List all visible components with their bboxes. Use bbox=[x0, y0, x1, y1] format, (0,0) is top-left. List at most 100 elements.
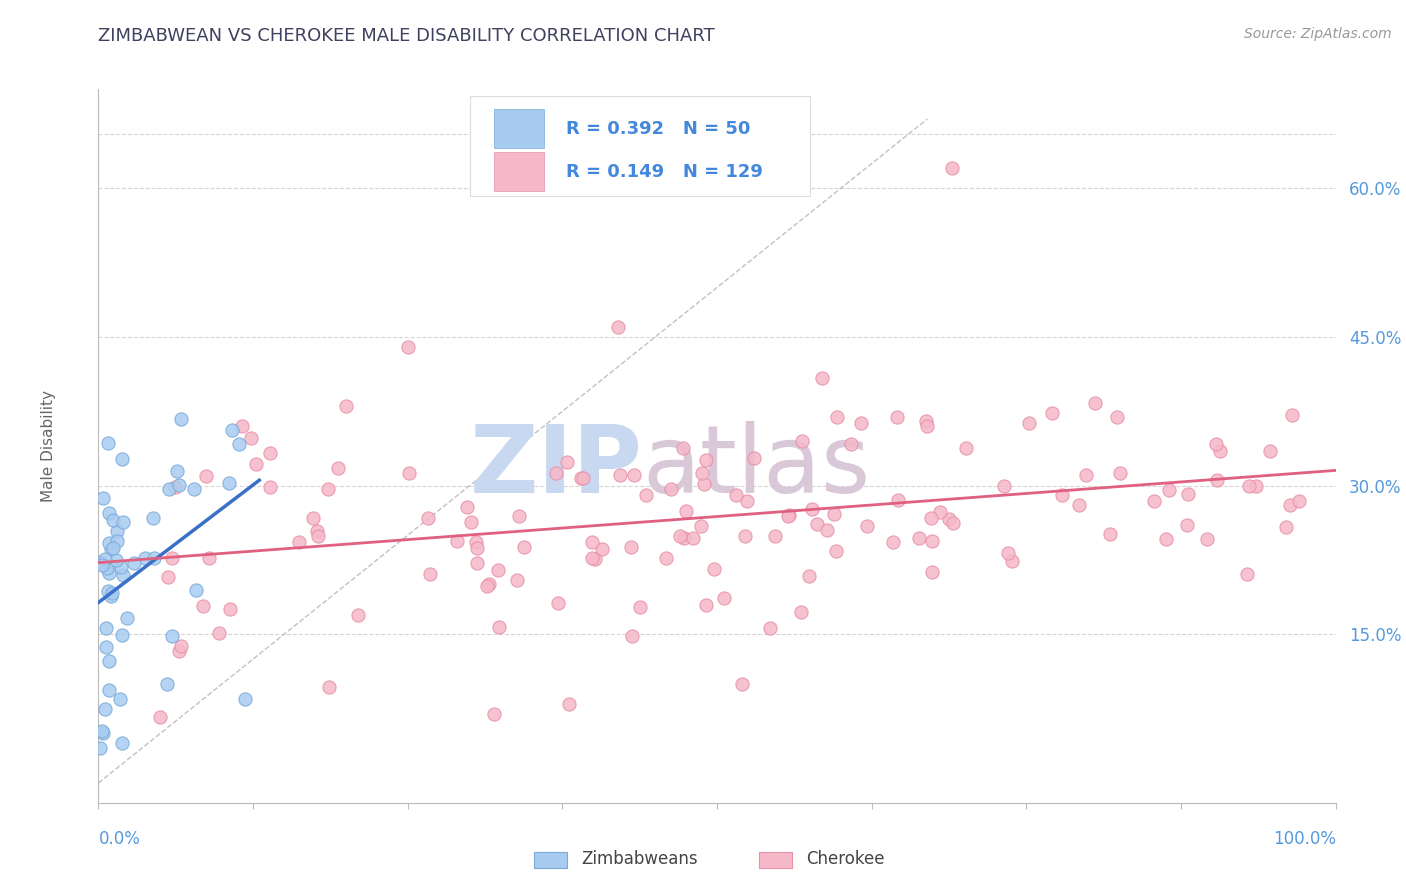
Point bbox=[1042, 406, 1064, 420]
Point bbox=[219, 602, 242, 616]
Point bbox=[169, 639, 191, 653]
Point bbox=[478, 577, 501, 591]
Point bbox=[465, 541, 488, 555]
Point bbox=[112, 568, 135, 582]
Point bbox=[778, 508, 800, 523]
Point bbox=[917, 419, 939, 434]
Point bbox=[513, 540, 536, 554]
Point bbox=[1018, 416, 1040, 430]
Point bbox=[301, 511, 323, 525]
Point bbox=[93, 551, 115, 566]
Text: ZIP: ZIP bbox=[470, 421, 643, 514]
Point bbox=[460, 515, 482, 529]
Point bbox=[703, 561, 725, 575]
Point bbox=[465, 556, 488, 570]
Point bbox=[183, 482, 205, 496]
Point bbox=[1258, 444, 1281, 458]
Point bbox=[96, 561, 118, 575]
Text: Zimbabweans: Zimbabweans bbox=[581, 850, 697, 868]
Point bbox=[993, 479, 1015, 493]
Point bbox=[555, 455, 578, 469]
Point bbox=[1175, 518, 1198, 533]
Point bbox=[221, 423, 243, 437]
Point bbox=[484, 706, 506, 721]
Point bbox=[240, 431, 263, 445]
Point bbox=[156, 677, 179, 691]
Point bbox=[669, 529, 692, 543]
Point bbox=[416, 510, 439, 524]
Point bbox=[456, 500, 478, 514]
Point bbox=[335, 400, 357, 414]
Point bbox=[316, 482, 339, 496]
Text: atlas: atlas bbox=[643, 421, 872, 514]
Point bbox=[91, 724, 114, 739]
Point bbox=[1050, 488, 1073, 502]
Text: 100.0%: 100.0% bbox=[1272, 830, 1336, 847]
Text: Male Disability: Male Disability bbox=[41, 390, 56, 502]
Point bbox=[675, 504, 697, 518]
Point bbox=[160, 629, 183, 643]
Point bbox=[855, 519, 877, 533]
Point bbox=[142, 511, 165, 525]
Point bbox=[1157, 483, 1180, 497]
Point bbox=[1105, 409, 1128, 424]
Point bbox=[91, 491, 114, 506]
Point bbox=[1109, 466, 1132, 480]
Point bbox=[695, 599, 717, 613]
Point bbox=[1275, 520, 1298, 534]
Point bbox=[1154, 532, 1177, 546]
Point bbox=[103, 541, 125, 555]
Point bbox=[446, 534, 468, 549]
Point bbox=[886, 493, 908, 508]
Point bbox=[184, 582, 207, 597]
Point bbox=[475, 579, 498, 593]
Point bbox=[636, 488, 658, 502]
Point bbox=[228, 436, 250, 450]
Point bbox=[143, 550, 166, 565]
Point bbox=[328, 461, 350, 475]
Point bbox=[157, 569, 180, 583]
Point bbox=[167, 478, 190, 492]
Point bbox=[689, 518, 711, 533]
Point bbox=[731, 677, 754, 691]
Point bbox=[307, 529, 329, 543]
Point bbox=[197, 551, 219, 566]
Point bbox=[104, 552, 127, 566]
Point bbox=[1281, 408, 1303, 422]
Text: R = 0.149   N = 129: R = 0.149 N = 129 bbox=[567, 162, 763, 180]
Point bbox=[193, 599, 215, 613]
Point bbox=[628, 599, 651, 614]
Point bbox=[506, 573, 529, 587]
Point bbox=[938, 512, 960, 526]
Point bbox=[915, 414, 938, 428]
Point bbox=[89, 555, 111, 569]
FancyBboxPatch shape bbox=[470, 96, 810, 196]
Point bbox=[693, 477, 716, 491]
Point bbox=[97, 506, 120, 520]
Point bbox=[318, 680, 340, 694]
Point bbox=[89, 741, 111, 756]
Point bbox=[839, 437, 862, 451]
Point bbox=[882, 535, 904, 549]
Point bbox=[619, 541, 641, 555]
Point bbox=[825, 544, 848, 558]
Point bbox=[659, 482, 682, 496]
Point bbox=[1236, 567, 1258, 582]
Point bbox=[941, 161, 963, 176]
Point bbox=[758, 621, 780, 635]
Point bbox=[790, 605, 813, 619]
Point bbox=[1205, 437, 1227, 451]
Point bbox=[396, 340, 419, 354]
Point bbox=[581, 551, 603, 566]
Point bbox=[591, 541, 613, 556]
Point bbox=[96, 621, 118, 635]
Point bbox=[97, 435, 120, 450]
Point bbox=[98, 682, 121, 697]
Point bbox=[713, 591, 735, 605]
Point bbox=[100, 541, 122, 556]
Point bbox=[101, 586, 124, 600]
Point bbox=[508, 508, 530, 523]
Point bbox=[623, 468, 645, 483]
Point bbox=[928, 505, 950, 519]
Point bbox=[825, 410, 848, 425]
